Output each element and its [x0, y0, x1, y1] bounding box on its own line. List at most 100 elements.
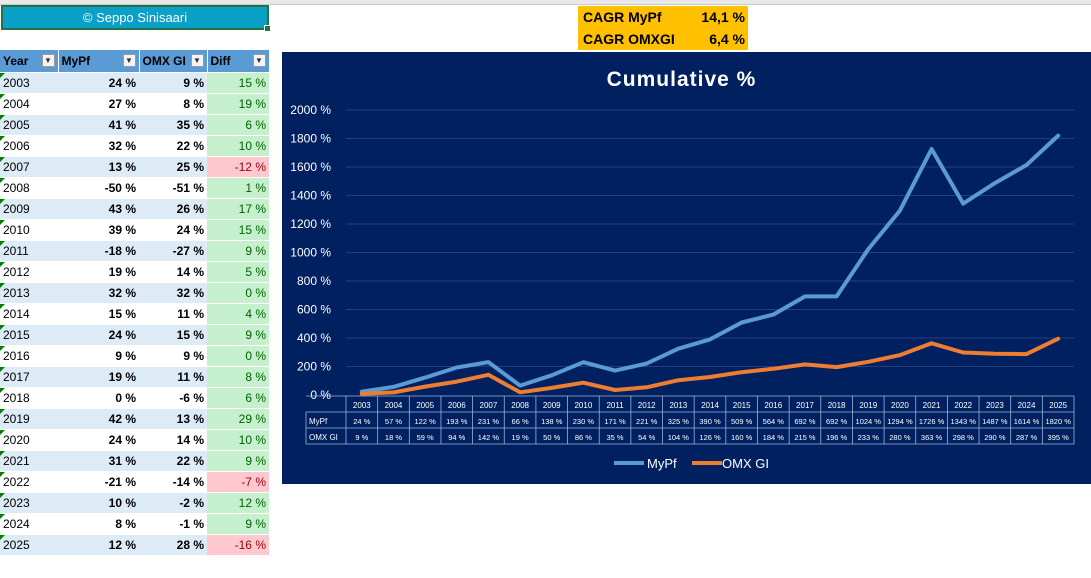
- cell-diff[interactable]: 4 %: [207, 303, 269, 325]
- cell-omx[interactable]: 8 %: [139, 93, 207, 115]
- cell-omx[interactable]: 13 %: [139, 408, 207, 430]
- cell-diff[interactable]: 10 %: [207, 429, 269, 451]
- cell-year[interactable]: 2023: [0, 492, 58, 514]
- cell-diff[interactable]: 29 %: [207, 408, 269, 430]
- cell-mypf[interactable]: 15 %: [58, 303, 139, 325]
- cell-year[interactable]: 2017: [0, 366, 58, 388]
- cagr-mypf-cell[interactable]: CAGR MyPf 14,1 %: [578, 6, 748, 28]
- cell-year[interactable]: 2013: [0, 282, 58, 304]
- cell-mypf[interactable]: -21 %: [58, 471, 139, 493]
- cell-diff[interactable]: 9 %: [207, 450, 269, 472]
- cell-diff[interactable]: 15 %: [207, 72, 269, 94]
- cell-mypf[interactable]: 19 %: [58, 366, 139, 388]
- cell-year[interactable]: 2004: [0, 93, 58, 115]
- cagr-omx-cell[interactable]: CAGR OMXGI 6,4 %: [578, 28, 748, 50]
- cell-year[interactable]: 2024: [0, 513, 58, 535]
- cell-year[interactable]: 2011: [0, 240, 58, 262]
- cell-mypf[interactable]: 24 %: [58, 324, 139, 346]
- cell-diff[interactable]: 8 %: [207, 366, 269, 388]
- cell-omx[interactable]: 32 %: [139, 282, 207, 304]
- cell-year[interactable]: 2015: [0, 324, 58, 346]
- cell-mypf[interactable]: 19 %: [58, 261, 139, 283]
- cell-diff[interactable]: 19 %: [207, 93, 269, 115]
- cell-mypf[interactable]: 24 %: [58, 72, 139, 94]
- cell-diff[interactable]: 0 %: [207, 345, 269, 367]
- cell-omx[interactable]: 22 %: [139, 135, 207, 157]
- cell-year[interactable]: 2005: [0, 114, 58, 136]
- cell-year[interactable]: 2018: [0, 387, 58, 409]
- cell-year[interactable]: 2021: [0, 450, 58, 472]
- cell-omx[interactable]: 14 %: [139, 429, 207, 451]
- cell-diff[interactable]: 6 %: [207, 387, 269, 409]
- cell-diff[interactable]: -12 %: [207, 156, 269, 178]
- cell-mypf[interactable]: -18 %: [58, 240, 139, 262]
- cell-omx[interactable]: 24 %: [139, 219, 207, 241]
- cell-mypf[interactable]: 10 %: [58, 492, 139, 514]
- cell-omx[interactable]: 22 %: [139, 450, 207, 472]
- cell-year[interactable]: 2020: [0, 429, 58, 451]
- cell-year[interactable]: 2012: [0, 261, 58, 283]
- cell-year[interactable]: 2003: [0, 72, 58, 94]
- cell-year[interactable]: 2025: [0, 534, 58, 556]
- cell-omx[interactable]: 11 %: [139, 303, 207, 325]
- filter-dropdown-icon[interactable]: ▼: [190, 54, 204, 67]
- cell-year[interactable]: 2009: [0, 198, 58, 220]
- cell-omx[interactable]: 35 %: [139, 114, 207, 136]
- cell-omx[interactable]: 11 %: [139, 366, 207, 388]
- cell-omx[interactable]: 15 %: [139, 324, 207, 346]
- cell-diff[interactable]: 6 %: [207, 114, 269, 136]
- cell-omx[interactable]: -14 %: [139, 471, 207, 493]
- header-mypf[interactable]: MyPf ▼: [58, 50, 140, 73]
- header-year[interactable]: Year ▼: [0, 50, 59, 73]
- cell-omx[interactable]: 14 %: [139, 261, 207, 283]
- cell-diff[interactable]: 10 %: [207, 135, 269, 157]
- cell-omx[interactable]: 28 %: [139, 534, 207, 556]
- cell-diff[interactable]: 5 %: [207, 261, 269, 283]
- cell-omx[interactable]: 25 %: [139, 156, 207, 178]
- cell-diff[interactable]: -16 %: [207, 534, 269, 556]
- cell-mypf[interactable]: 0 %: [58, 387, 139, 409]
- cell-diff[interactable]: 17 %: [207, 198, 269, 220]
- filter-dropdown-icon[interactable]: ▼: [41, 54, 55, 67]
- cell-omx[interactable]: -51 %: [139, 177, 207, 199]
- cell-diff[interactable]: 0 %: [207, 282, 269, 304]
- cell-year[interactable]: 2022: [0, 471, 58, 493]
- cell-year[interactable]: 2008: [0, 177, 58, 199]
- cell-year[interactable]: 2014: [0, 303, 58, 325]
- cell-diff[interactable]: 12 %: [207, 492, 269, 514]
- cell-mypf[interactable]: 27 %: [58, 93, 139, 115]
- cell-omx[interactable]: -2 %: [139, 492, 207, 514]
- cell-diff[interactable]: -7 %: [207, 471, 269, 493]
- cell-diff[interactable]: 9 %: [207, 240, 269, 262]
- cell-diff[interactable]: 1 %: [207, 177, 269, 199]
- cell-mypf[interactable]: 32 %: [58, 135, 139, 157]
- cell-year[interactable]: 2006: [0, 135, 58, 157]
- cell-diff[interactable]: 15 %: [207, 219, 269, 241]
- cell-diff[interactable]: 9 %: [207, 324, 269, 346]
- filter-dropdown-icon[interactable]: ▼: [122, 54, 136, 67]
- cell-mypf[interactable]: 12 %: [58, 534, 139, 556]
- cell-mypf[interactable]: 31 %: [58, 450, 139, 472]
- cell-year[interactable]: 2010: [0, 219, 58, 241]
- cell-omx[interactable]: 26 %: [139, 198, 207, 220]
- cell-mypf[interactable]: 41 %: [58, 114, 139, 136]
- cell-omx[interactable]: -1 %: [139, 513, 207, 535]
- cell-mypf[interactable]: 43 %: [58, 198, 139, 220]
- cell-omx[interactable]: -27 %: [139, 240, 207, 262]
- cell-mypf[interactable]: 32 %: [58, 282, 139, 304]
- filter-dropdown-icon[interactable]: ▼: [252, 54, 266, 67]
- cell-year[interactable]: 2016: [0, 345, 58, 367]
- cell-diff[interactable]: 9 %: [207, 513, 269, 535]
- copyright-cell[interactable]: © Seppo Sinisaari: [1, 5, 271, 32]
- cell-mypf[interactable]: 8 %: [58, 513, 139, 535]
- cell-mypf[interactable]: -50 %: [58, 177, 139, 199]
- header-omx[interactable]: OMX GI ▼: [139, 50, 208, 73]
- cell-omx[interactable]: 9 %: [139, 345, 207, 367]
- cell-year[interactable]: 2007: [0, 156, 58, 178]
- cell-omx[interactable]: 9 %: [139, 72, 207, 94]
- cell-mypf[interactable]: 9 %: [58, 345, 139, 367]
- fill-handle[interactable]: [264, 25, 271, 32]
- cell-mypf[interactable]: 39 %: [58, 219, 139, 241]
- cell-mypf[interactable]: 24 %: [58, 429, 139, 451]
- cell-mypf[interactable]: 13 %: [58, 156, 139, 178]
